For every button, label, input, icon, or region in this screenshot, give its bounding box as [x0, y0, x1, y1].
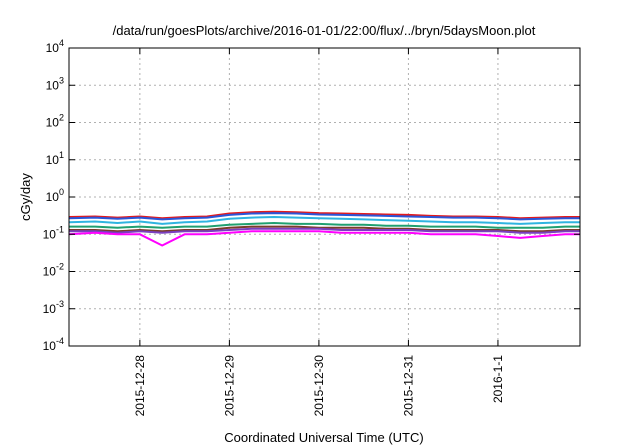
y-tick-label: 103 — [46, 75, 64, 92]
y-tick-label: 10-4 — [43, 336, 64, 353]
x-tick-label: 2015-12-29 — [222, 355, 236, 417]
series-line-5 — [69, 225, 580, 233]
series-group — [68, 210, 580, 247]
x-tick-label: 2016-1-1 — [491, 355, 505, 403]
y-tick-label: 10-1 — [43, 224, 64, 241]
y-tick-label: 10-2 — [43, 262, 64, 279]
y-tick-label: 10-3 — [43, 299, 64, 316]
series-line-4 — [69, 222, 580, 229]
x-tick-label: 2015-12-28 — [133, 355, 147, 417]
grid — [69, 48, 580, 346]
y-tick-label: 100 — [46, 187, 64, 204]
y-axis-label: cGy/day — [18, 173, 33, 221]
y-tick-label: 104 — [46, 38, 64, 55]
series-line-7 — [68, 230, 580, 247]
y-tick-label: 102 — [46, 113, 64, 130]
x-tick-label: 2015-12-30 — [312, 355, 326, 417]
x-axis-label: Coordinated Universal Time (UTC) — [224, 430, 423, 445]
axis-ticks: 10-4 10-3 10-2 10-1 100 101 102 103 104 2015-12-2… — [43, 38, 580, 416]
series-line-3 — [68, 216, 580, 225]
chart-title: /data/run/goesPlots/archive/2016-01-01/2… — [113, 23, 536, 38]
series-line-2 — [68, 212, 580, 221]
series-line-1 — [68, 210, 580, 220]
y-tick-label: 101 — [46, 150, 64, 167]
series-line-6 — [69, 227, 580, 234]
x-tick-label: 2015-12-31 — [401, 355, 415, 417]
